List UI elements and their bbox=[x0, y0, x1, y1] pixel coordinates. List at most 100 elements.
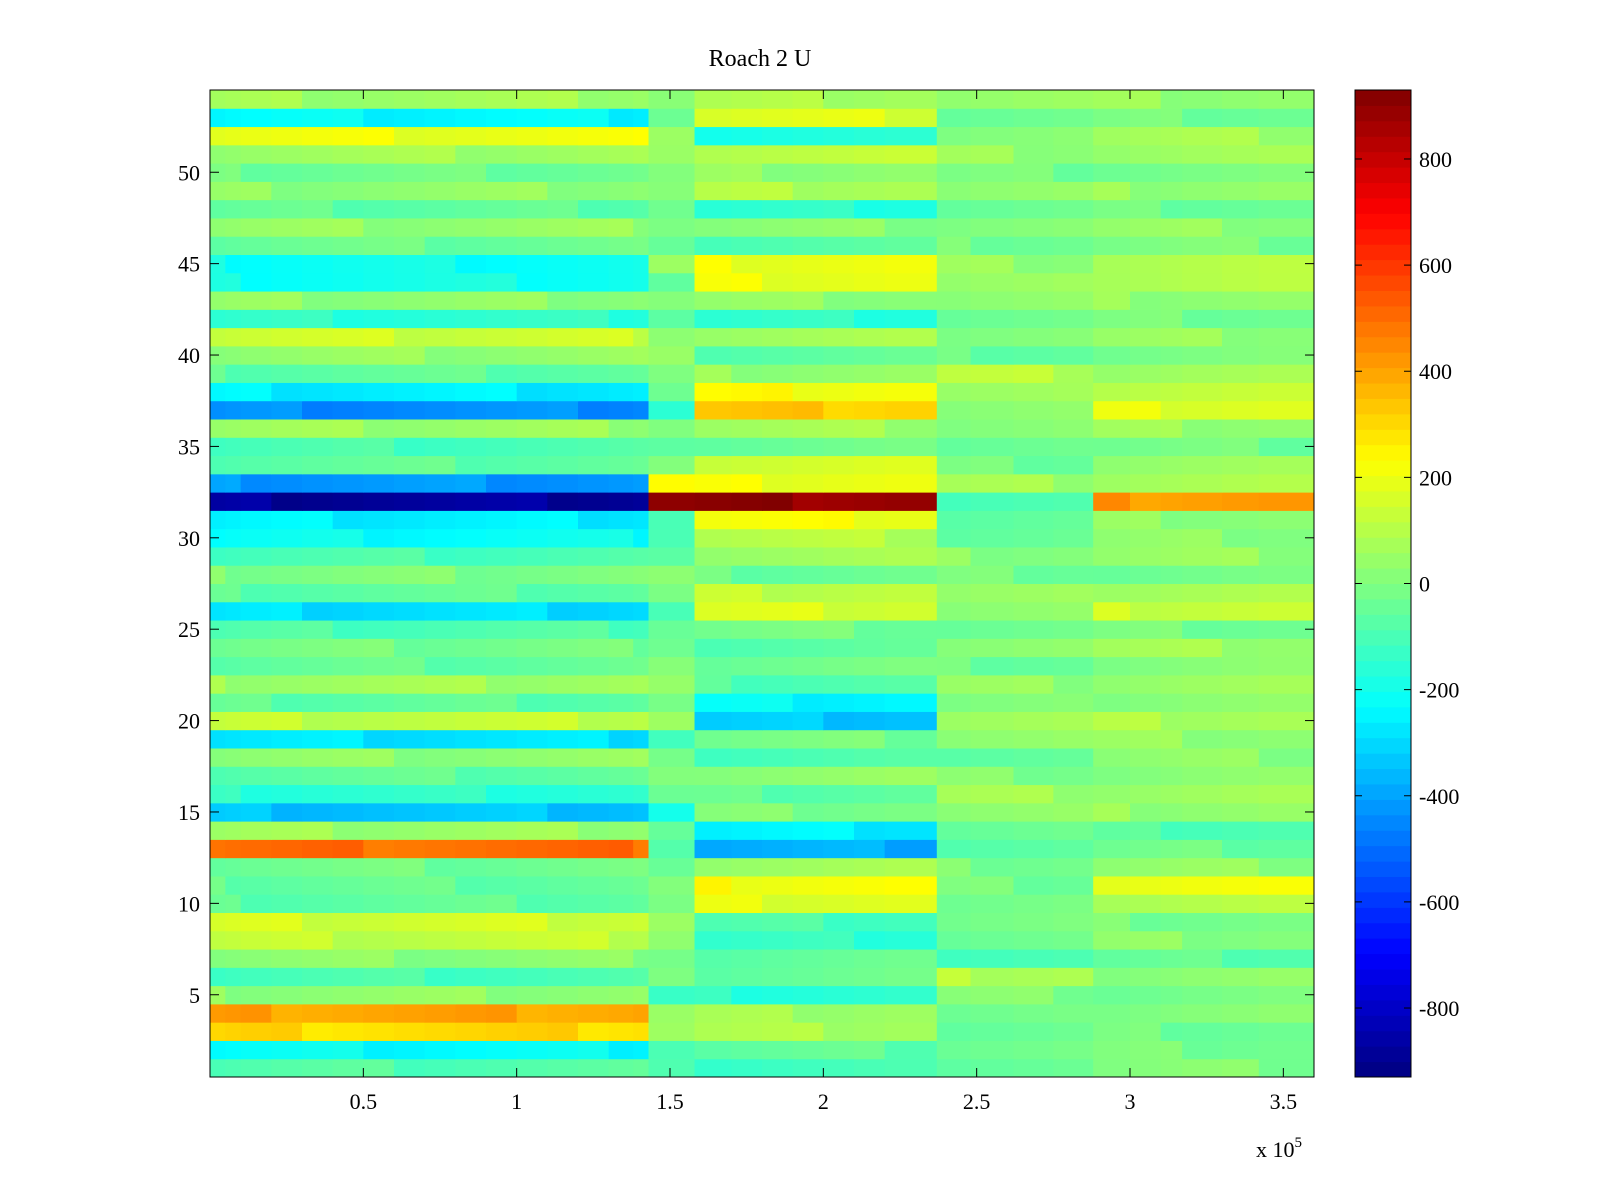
heatmap-cell bbox=[363, 839, 395, 859]
heatmap-cell bbox=[516, 802, 548, 822]
heatmap-cell bbox=[970, 126, 1014, 146]
heatmap-cell bbox=[455, 364, 487, 383]
heatmap-cell bbox=[455, 802, 487, 822]
heatmap-cell bbox=[240, 473, 272, 493]
heatmap-cell bbox=[1130, 126, 1162, 146]
heatmap-cell bbox=[547, 930, 579, 950]
heatmap-cell bbox=[455, 327, 487, 347]
heatmap-cell bbox=[608, 327, 634, 347]
heatmap-cell bbox=[648, 400, 696, 420]
heatmap-cell bbox=[1093, 90, 1131, 109]
heatmap-cell bbox=[970, 821, 1014, 840]
heatmap-cell bbox=[1182, 1058, 1223, 1078]
heatmap-cell bbox=[1053, 729, 1094, 749]
heatmap-cell bbox=[694, 583, 732, 603]
heatmap-cell bbox=[648, 601, 696, 621]
heatmap-cell bbox=[936, 455, 972, 475]
heatmap-cell bbox=[648, 693, 696, 712]
heatmap-cell bbox=[1222, 108, 1260, 128]
y-tick-label: 5 bbox=[189, 983, 200, 1008]
heatmap-cell bbox=[731, 437, 763, 457]
heatmap-cell bbox=[424, 345, 456, 365]
heatmap-cell bbox=[547, 400, 579, 420]
heatmap-cell bbox=[633, 1040, 650, 1060]
heatmap-cell bbox=[1053, 181, 1094, 201]
heatmap-cell bbox=[1160, 126, 1183, 146]
heatmap-cell bbox=[1258, 638, 1315, 658]
heatmap-cell bbox=[1093, 1040, 1131, 1060]
heatmap-cell bbox=[633, 693, 650, 712]
heatmap-cell bbox=[1130, 620, 1162, 639]
colorbar-step bbox=[1355, 213, 1411, 230]
heatmap-cell bbox=[1013, 1022, 1054, 1041]
heatmap-cell bbox=[1093, 144, 1131, 164]
heatmap-cell bbox=[578, 729, 610, 749]
heatmap-cell bbox=[608, 821, 634, 840]
heatmap-cell bbox=[884, 382, 938, 402]
heatmap-cell bbox=[271, 857, 303, 877]
heatmap-cell bbox=[240, 821, 272, 840]
heatmap-cell bbox=[633, 473, 650, 493]
heatmap-cell bbox=[547, 729, 579, 749]
heatmap-cell bbox=[394, 857, 426, 877]
heatmap-cell bbox=[1258, 711, 1315, 731]
colorbar-step bbox=[1355, 676, 1411, 692]
heatmap-cell bbox=[1182, 400, 1223, 420]
heatmap-cell bbox=[271, 546, 303, 566]
heatmap-cell bbox=[332, 528, 364, 548]
heatmap-cell bbox=[302, 693, 334, 712]
heatmap-cell bbox=[302, 912, 334, 932]
heatmap-cell bbox=[1093, 693, 1131, 712]
heatmap-cell bbox=[240, 126, 272, 146]
heatmap-cell bbox=[1160, 857, 1183, 877]
heatmap-cell bbox=[694, 473, 732, 493]
heatmap-cell bbox=[1093, 857, 1131, 877]
heatmap-cell bbox=[271, 565, 303, 584]
heatmap-cell bbox=[578, 601, 610, 621]
heatmap-cell bbox=[225, 364, 242, 383]
heatmap-cell bbox=[210, 1040, 226, 1060]
heatmap-cell bbox=[455, 784, 487, 804]
heatmap-cell bbox=[547, 108, 579, 128]
heatmap-cell bbox=[762, 1003, 794, 1023]
heatmap-cell bbox=[578, 857, 610, 877]
heatmap-cell bbox=[731, 144, 763, 164]
heatmap-cell bbox=[884, 620, 938, 639]
heatmap-cell bbox=[1130, 382, 1162, 402]
heatmap-cell bbox=[302, 620, 334, 639]
heatmap-cell bbox=[823, 437, 855, 457]
heatmap-cell bbox=[854, 1022, 886, 1041]
heatmap-cell bbox=[1013, 620, 1054, 639]
heatmap-cell bbox=[547, 90, 579, 109]
heatmap-cell bbox=[648, 857, 696, 877]
heatmap-cell bbox=[516, 729, 548, 749]
heatmap-cell bbox=[1182, 693, 1223, 712]
heatmap-cell bbox=[694, 766, 732, 786]
heatmap-cell bbox=[486, 108, 518, 128]
heatmap-cell bbox=[792, 1003, 824, 1023]
heatmap-cell bbox=[332, 492, 364, 511]
heatmap-cell bbox=[936, 912, 972, 932]
heatmap-cell bbox=[394, 492, 426, 511]
heatmap-cell bbox=[792, 693, 824, 712]
heatmap-cell bbox=[1182, 291, 1223, 310]
heatmap-cell bbox=[240, 857, 272, 877]
heatmap-cell bbox=[547, 327, 579, 347]
heatmap-cell bbox=[225, 1040, 242, 1060]
heatmap-cell bbox=[486, 620, 518, 639]
heatmap-cell bbox=[1258, 199, 1315, 219]
heatmap-cell bbox=[424, 90, 456, 109]
heatmap-cell bbox=[854, 492, 886, 511]
heatmap-cell bbox=[762, 985, 794, 1005]
heatmap-cell bbox=[1160, 217, 1183, 237]
heatmap-cell bbox=[302, 144, 334, 164]
heatmap-cell bbox=[486, 1058, 518, 1078]
colorbar-step bbox=[1355, 814, 1411, 831]
heatmap-cell bbox=[210, 766, 226, 786]
heatmap-cell bbox=[1013, 272, 1054, 292]
heatmap-cell bbox=[970, 382, 1014, 402]
heatmap-cell bbox=[1160, 565, 1183, 584]
heatmap-cell bbox=[210, 638, 226, 658]
heatmap-cell bbox=[1053, 126, 1094, 146]
heatmap-cell bbox=[762, 382, 794, 402]
